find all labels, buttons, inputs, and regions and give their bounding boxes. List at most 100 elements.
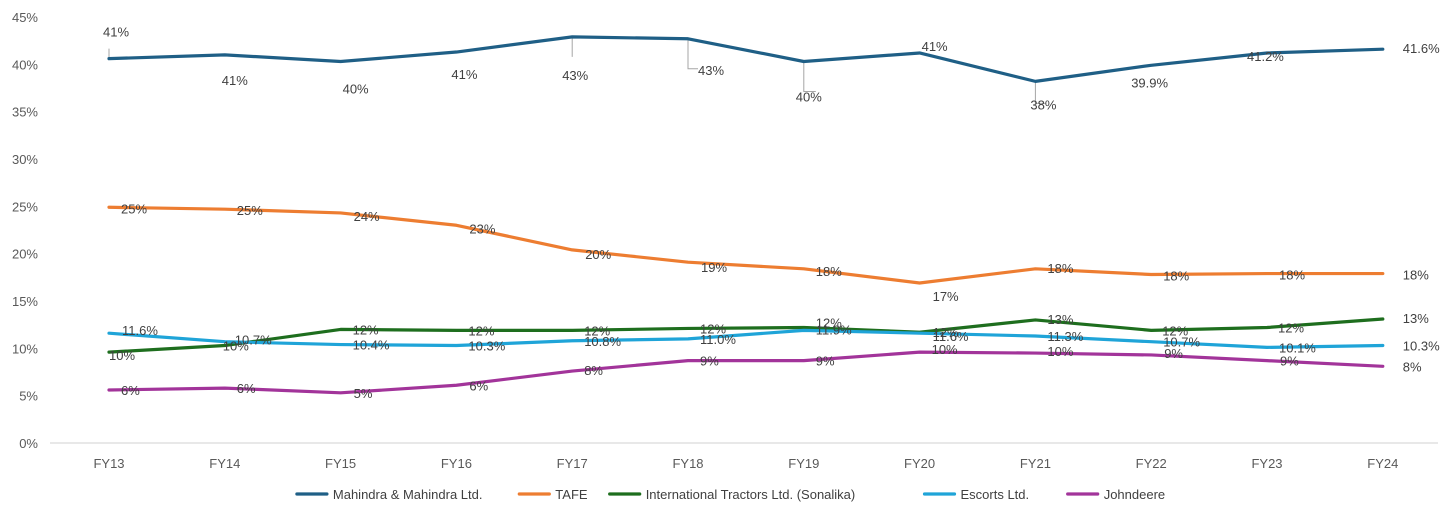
- data-label: 12%: [584, 323, 610, 338]
- data-label: 12%: [816, 316, 842, 331]
- x-tick-label: FY24: [1367, 456, 1398, 471]
- data-label: 12%: [468, 323, 494, 338]
- data-label: 13%: [1403, 311, 1429, 326]
- series-line-1: [107, 205, 1385, 285]
- series-line-0: [107, 35, 1385, 83]
- data-label: 10.3%: [468, 338, 505, 353]
- y-tick-label: 25%: [12, 199, 38, 214]
- data-label: 18%: [1279, 268, 1305, 283]
- data-label: 38%: [1030, 97, 1056, 112]
- data-label: 11.0%: [700, 332, 736, 347]
- y-tick-label: 20%: [12, 247, 38, 262]
- data-label: 41%: [451, 67, 477, 82]
- series-lines: [107, 35, 1385, 395]
- data-label: 8%: [1403, 359, 1422, 374]
- data-label: 10.1%: [1279, 340, 1316, 355]
- data-label: 40%: [343, 81, 369, 96]
- data-label: 18%: [1403, 268, 1429, 283]
- x-tick-label: FY16: [441, 456, 472, 471]
- data-label: 11.9%: [816, 322, 852, 337]
- x-tick-label: FY15: [325, 456, 356, 471]
- data-label: 12%: [1162, 323, 1188, 338]
- data-label: 12%: [1278, 321, 1304, 336]
- data-label: 43%: [698, 63, 724, 78]
- data-label: 25%: [121, 201, 147, 216]
- legend-label-4: Johndeere: [1104, 487, 1165, 502]
- data-label: 10%: [932, 342, 958, 357]
- data-label: 10.7%: [235, 333, 272, 348]
- data-label: 12%: [933, 325, 959, 340]
- data-label: 11.6%: [122, 323, 158, 338]
- data-label: 43%: [562, 68, 588, 83]
- data-label: 10.3%: [1403, 338, 1440, 353]
- legend-label-0: Mahindra & Mahindra Ltd.: [333, 487, 483, 502]
- data-label: 19%: [701, 260, 727, 275]
- data-label: 13%: [1047, 312, 1073, 327]
- x-tick-label: FY18: [672, 456, 703, 471]
- data-label: 17%: [933, 289, 959, 304]
- data-label: 9%: [816, 354, 835, 369]
- data-label: 10.7%: [1163, 335, 1200, 350]
- data-labels: 41% 41% 40% 41% 43% 43% 40% 41% 38% 39.9% 41.2% 41.…: [103, 25, 1440, 401]
- data-label: 10.4%: [353, 338, 390, 353]
- y-tick-label: 5%: [19, 389, 38, 404]
- data-label: 41%: [103, 25, 129, 40]
- data-label: 20%: [585, 247, 611, 262]
- data-label: 18%: [1163, 268, 1189, 283]
- x-tick-label: FY22: [1136, 456, 1167, 471]
- data-label: 6%: [121, 383, 140, 398]
- data-label: 39.9%: [1131, 75, 1168, 90]
- data-label: 12%: [353, 322, 379, 337]
- legend-label-3: Escorts Ltd.: [961, 487, 1030, 502]
- x-tick-label: FY23: [1251, 456, 1282, 471]
- data-label: 18%: [1047, 261, 1073, 276]
- series-line-3: [107, 328, 1385, 349]
- y-tick-label: 30%: [12, 152, 38, 167]
- y-tick-label: 10%: [12, 341, 38, 356]
- data-label: 10%: [223, 338, 249, 353]
- label-leader: [687, 38, 698, 70]
- data-label: 6%: [469, 378, 488, 393]
- y-axis: 0% 5% 10% 15% 20% 25% 30% 35% 40% 45%: [12, 10, 38, 451]
- data-label: 9%: [1280, 354, 1299, 369]
- data-label: 11.3%: [1047, 329, 1083, 344]
- data-label: 8%: [584, 363, 603, 378]
- data-label: 9%: [1164, 346, 1183, 361]
- legend-label-2: International Tractors Ltd. (Sonalika): [646, 487, 856, 502]
- data-label: 10%: [109, 348, 135, 363]
- series-line-2: [107, 317, 1385, 354]
- data-label: 23%: [469, 221, 495, 236]
- data-label: 5%: [354, 386, 373, 401]
- x-tick-label: FY21: [1020, 456, 1051, 471]
- x-tick-label: FY13: [93, 456, 124, 471]
- x-tick-label: FY14: [209, 456, 240, 471]
- x-tick-label: FY20: [904, 456, 935, 471]
- x-tick-label: FY17: [557, 456, 588, 471]
- label-leader: [803, 61, 816, 92]
- y-tick-label: 40%: [12, 57, 38, 72]
- data-label: 18%: [816, 264, 842, 279]
- y-tick-label: 35%: [12, 105, 38, 120]
- data-label: 6%: [237, 381, 256, 396]
- label-leader-lines: [108, 36, 1046, 104]
- y-tick-label: 0%: [19, 436, 38, 451]
- data-label: 10.8%: [584, 334, 621, 349]
- data-label: 41.2%: [1247, 49, 1284, 64]
- y-tick-label: 45%: [12, 10, 38, 25]
- x-axis: FY13 FY14 FY15 FY16 FY17 FY18 FY19 FY20 FY21 FY22…: [93, 456, 1398, 471]
- data-label: 41%: [922, 39, 948, 54]
- data-label: 10%: [1047, 344, 1073, 359]
- label-leader: [1034, 81, 1046, 104]
- legend: Mahindra & Mahindra Ltd. TAFE Internationa…: [295, 487, 1165, 502]
- data-label: 41%: [222, 73, 248, 88]
- x-tick-label: FY19: [788, 456, 819, 471]
- data-label: 40%: [796, 89, 822, 104]
- data-label: 11.6%: [933, 329, 969, 344]
- data-label: 24%: [354, 209, 380, 224]
- series-line-4: [107, 350, 1385, 395]
- data-label: 25%: [237, 203, 263, 218]
- legend-label-1: TAFE: [555, 487, 588, 502]
- data-label: 41.6%: [1403, 41, 1440, 56]
- data-label: 12%: [700, 321, 726, 336]
